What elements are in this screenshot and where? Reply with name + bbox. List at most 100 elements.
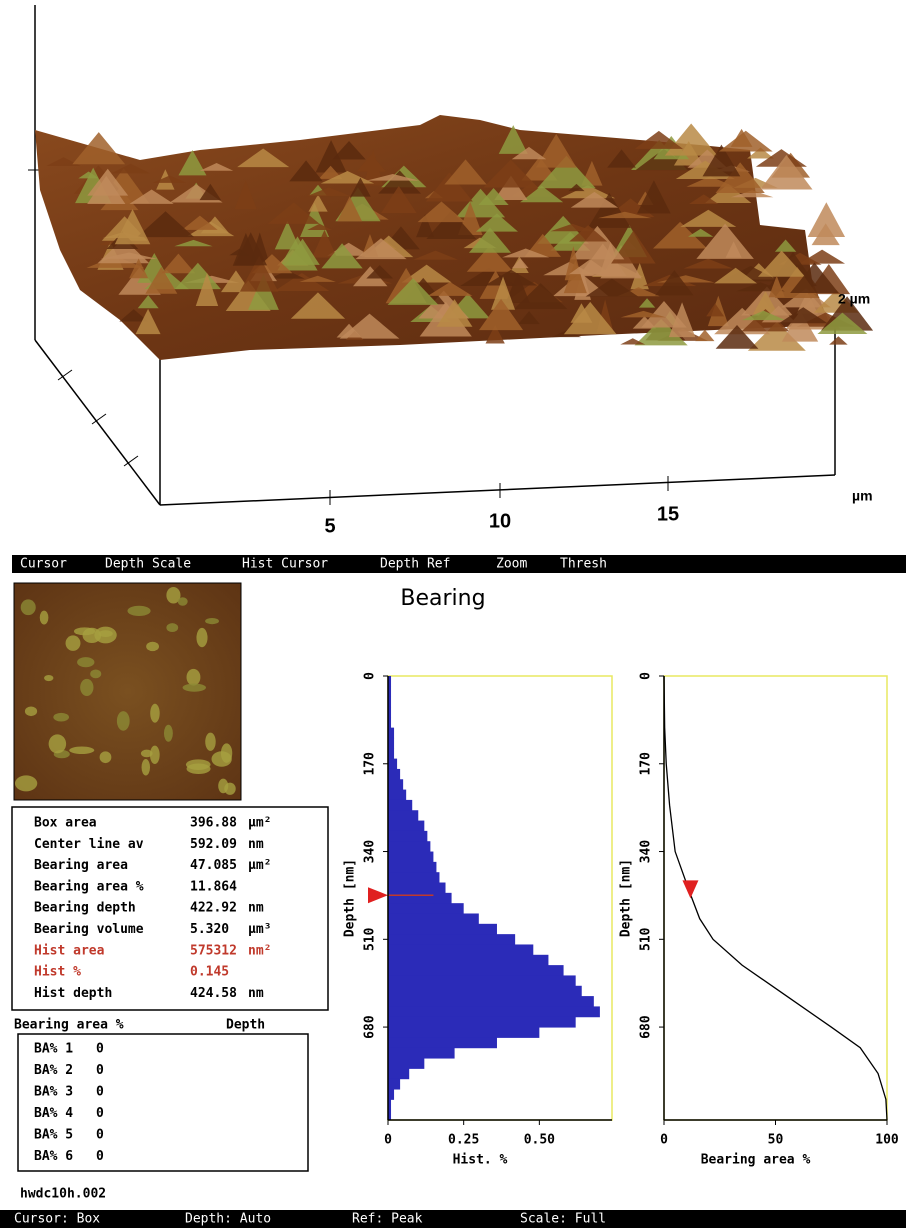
menu-item: Depth Scale bbox=[105, 557, 191, 572]
surface-peak bbox=[174, 239, 213, 247]
status-item: Ref: Peak bbox=[352, 1212, 423, 1227]
grain bbox=[149, 745, 160, 765]
hist-bar bbox=[388, 810, 419, 822]
surface-peak bbox=[494, 175, 528, 201]
surface-peak bbox=[427, 281, 473, 296]
surface-peak bbox=[87, 175, 126, 204]
surface-peak bbox=[498, 125, 528, 154]
surface-peak bbox=[152, 175, 187, 183]
grain bbox=[24, 706, 38, 717]
plot-frame bbox=[663, 675, 888, 1121]
surface-peak bbox=[570, 225, 625, 260]
grain bbox=[73, 627, 96, 636]
surface-peak bbox=[829, 336, 848, 345]
surface-peak bbox=[705, 183, 752, 203]
hist-bar bbox=[388, 1016, 576, 1028]
surface-peak bbox=[412, 250, 459, 260]
x-axis bbox=[159, 474, 836, 506]
surface-peak bbox=[135, 308, 161, 335]
surface-peak bbox=[199, 183, 222, 201]
surface-peak bbox=[366, 265, 394, 279]
surface-peak bbox=[248, 274, 279, 310]
status-item: Scale: Full bbox=[520, 1212, 606, 1227]
surface-peak bbox=[747, 321, 806, 351]
hist-bar bbox=[388, 779, 404, 791]
y-axis-title: Depth [nm] bbox=[343, 859, 358, 937]
bearing-cursor bbox=[682, 880, 699, 899]
status-item: Depth: Auto bbox=[185, 1212, 271, 1227]
status-item: Cursor: Box bbox=[14, 1212, 100, 1227]
hist-bar bbox=[388, 892, 452, 904]
surface-peak bbox=[337, 196, 363, 222]
surface-peak bbox=[695, 329, 715, 342]
grain bbox=[166, 623, 179, 632]
ba-label: BA% 2 bbox=[34, 1063, 73, 1078]
hist-bar bbox=[388, 1058, 425, 1069]
surface-peak bbox=[466, 245, 514, 272]
grain bbox=[186, 668, 201, 686]
surface-peak bbox=[129, 258, 149, 279]
grain bbox=[39, 610, 49, 625]
hist-bar bbox=[388, 799, 413, 811]
y-tick bbox=[91, 413, 107, 425]
grain bbox=[65, 635, 81, 651]
surface-peak bbox=[136, 211, 195, 238]
grain bbox=[99, 751, 112, 764]
surface-peak bbox=[688, 228, 714, 237]
stat-label: Bearing depth bbox=[34, 901, 136, 916]
surface-peak bbox=[468, 227, 512, 253]
surface-peak bbox=[137, 295, 159, 309]
hist-bar bbox=[388, 944, 534, 956]
hist-bar bbox=[388, 1078, 401, 1090]
surface-peak bbox=[111, 163, 151, 174]
surface-peak bbox=[318, 165, 343, 179]
surface-peak bbox=[718, 130, 773, 152]
surface-peak bbox=[706, 303, 725, 317]
surface-peak bbox=[387, 278, 439, 305]
menu-item: Depth Ref bbox=[380, 557, 450, 572]
stat-unit: nm² bbox=[248, 943, 271, 958]
grain bbox=[166, 587, 181, 604]
hist-bar bbox=[388, 1037, 497, 1049]
surface-peak bbox=[425, 172, 473, 202]
stat-label: Bearing area % bbox=[34, 879, 144, 894]
surface-peak bbox=[267, 202, 320, 224]
surface-peak bbox=[680, 209, 737, 227]
hist-bar bbox=[388, 934, 516, 945]
grain bbox=[20, 599, 36, 616]
hist-bar bbox=[388, 965, 564, 976]
surface-peak bbox=[620, 338, 646, 345]
x-tick-label: 100 bbox=[875, 1133, 899, 1148]
stat-label: Box area bbox=[34, 816, 97, 831]
ba-label: BA% 5 bbox=[34, 1128, 73, 1143]
menu-item: Hist Cursor bbox=[242, 557, 328, 572]
y-axis-title: Depth [nm] bbox=[619, 859, 634, 937]
hist-bar bbox=[388, 923, 497, 935]
x-tick-label: 0 bbox=[660, 1133, 668, 1148]
x-unit: µm bbox=[852, 488, 873, 504]
surface-peak bbox=[336, 323, 362, 338]
ba-label: BA% 1 bbox=[34, 1042, 73, 1057]
hist-bar bbox=[388, 861, 437, 873]
surface-peak bbox=[426, 210, 477, 239]
x-axis-title: Hist. % bbox=[453, 1153, 508, 1168]
grain bbox=[163, 724, 173, 742]
surface-peak bbox=[513, 283, 568, 310]
surface-peak bbox=[274, 221, 301, 250]
hist-bar bbox=[388, 882, 446, 894]
grain bbox=[177, 597, 188, 606]
hist-bar bbox=[388, 841, 431, 853]
surface-peak bbox=[768, 275, 785, 298]
surface-peak bbox=[715, 162, 765, 193]
x-tick-label: 15 bbox=[657, 503, 679, 525]
stat-unit: nm bbox=[248, 986, 264, 1001]
surface-peak bbox=[817, 312, 868, 335]
hist-bar bbox=[388, 985, 582, 997]
grain bbox=[185, 759, 211, 770]
surface-peak bbox=[289, 160, 323, 182]
stat-label: Bearing area bbox=[34, 858, 128, 873]
menu-bar bbox=[12, 555, 906, 573]
ba-value: 0 bbox=[96, 1063, 104, 1078]
surface-peak bbox=[234, 180, 257, 210]
stat-value: 575312 bbox=[190, 943, 237, 958]
